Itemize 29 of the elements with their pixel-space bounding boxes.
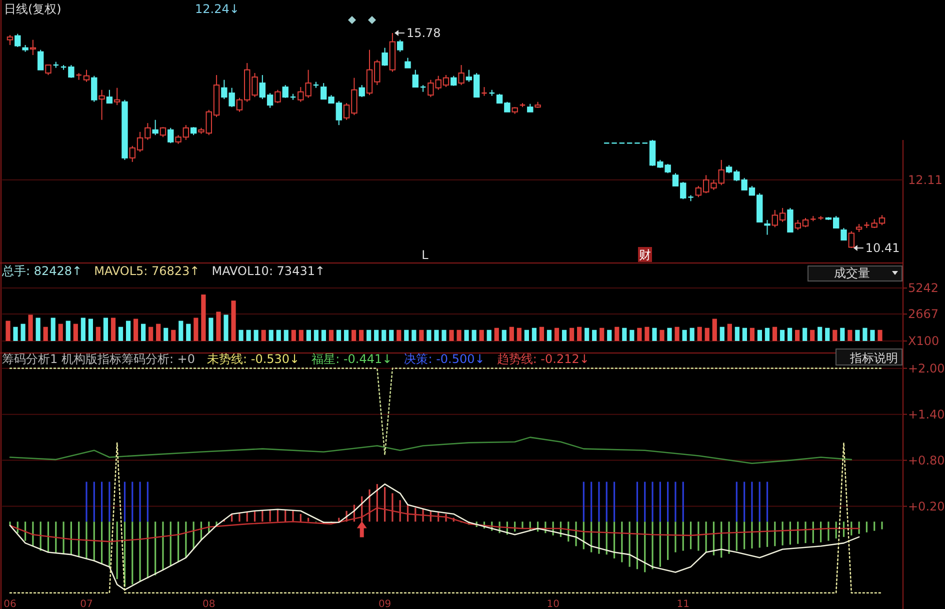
x-tick-label: 09 <box>378 599 392 609</box>
annotation: 福星: -0.441↓ <box>312 352 392 366</box>
x-tick-label: 11 <box>676 599 690 609</box>
annotation: 决策: -0.500↓ <box>404 352 485 366</box>
y-tick-label: +2.00 <box>908 361 945 376</box>
y-tick-label: 5242 <box>908 281 939 296</box>
annotation: L <box>422 248 429 262</box>
annotation: 10.41 <box>865 241 900 255</box>
text: 12.24↓ <box>195 2 240 16</box>
annotation: 指标说明 <box>849 351 898 365</box>
annotation: 筹码分析1 机构版指标筹码分析: +0 <box>2 352 195 366</box>
x-tick-label: 06 <box>4 599 16 609</box>
annotation: 15.78 <box>406 26 441 40</box>
x-tick-label: 08 <box>202 599 216 609</box>
y-tick-label: X100 <box>908 334 940 348</box>
y-tick-label: +0.20 <box>908 499 945 514</box>
annotation: 总手: 82428↑ <box>1 264 82 278</box>
annotation: 趋势线: -0.212↓ <box>496 352 590 366</box>
y-tick-label: +0.80 <box>908 453 945 468</box>
annotation: MAVOL10: 73431↑ <box>212 264 326 278</box>
x-tick-label: 07 <box>80 599 93 609</box>
chart-title: 日线(复权) <box>4 2 62 16</box>
ref-line-label: 12.11 <box>908 172 942 187</box>
y-tick-label: +1.40 <box>908 407 945 422</box>
x-tick-label: 10 <box>546 599 560 609</box>
annotation: MAVOL5: 76823↑ <box>94 264 200 278</box>
annotation: 未势线: -0.530↓ <box>207 352 300 366</box>
y-tick-label: 2667 <box>908 307 939 322</box>
annotation: 成交量 <box>834 266 870 280</box>
